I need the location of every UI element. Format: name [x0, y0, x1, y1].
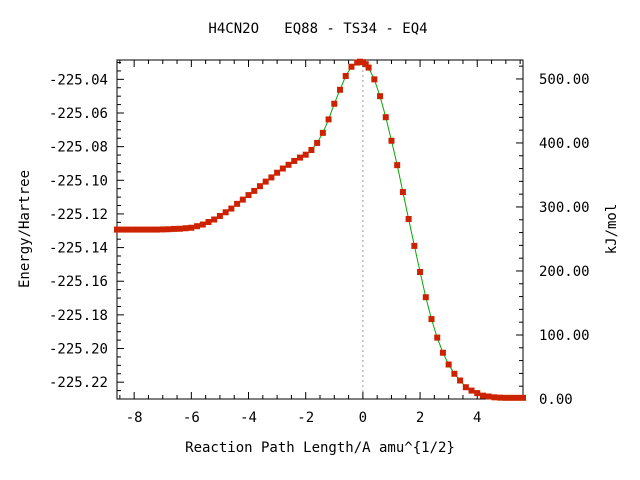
x-tick-label: -4 — [240, 410, 257, 426]
data-point — [211, 216, 218, 223]
data-point — [234, 200, 241, 207]
data-point — [474, 390, 481, 397]
chart-title: H4CN2O EQ88 - TS34 - EQ4 — [208, 21, 427, 37]
data-point — [131, 226, 138, 233]
data-point — [348, 63, 355, 70]
y2-tick-label: 0.00 — [539, 392, 573, 408]
y-tick-label: -225.20 — [49, 342, 108, 358]
data-point — [291, 157, 298, 164]
data-point — [274, 169, 281, 176]
data-point — [245, 192, 252, 199]
data-point — [362, 61, 369, 68]
data-point — [365, 64, 372, 71]
data-point — [256, 183, 263, 190]
data-point — [296, 154, 303, 161]
data-point — [228, 205, 235, 212]
data-point — [285, 161, 292, 168]
y2-tick-label: 300.00 — [539, 200, 590, 216]
data-point — [302, 151, 309, 158]
data-point — [222, 209, 229, 216]
y-tick-label: -225.12 — [49, 207, 108, 223]
data-point — [485, 393, 492, 400]
data-point — [497, 394, 504, 401]
data-point — [377, 93, 384, 100]
data-point — [508, 394, 515, 401]
x-tick-label: -2 — [297, 410, 314, 426]
data-point — [205, 219, 212, 226]
data-point — [382, 114, 389, 121]
data-point — [445, 361, 452, 368]
data-point — [119, 226, 126, 233]
data-point — [502, 394, 509, 401]
data-point — [439, 349, 446, 356]
y-tick-label: -225.22 — [49, 375, 108, 391]
data-point — [314, 139, 321, 146]
data-point — [331, 100, 338, 107]
data-point — [405, 215, 412, 222]
data-point — [479, 392, 486, 399]
data-point — [268, 174, 275, 181]
data-point — [319, 129, 326, 136]
data-point — [171, 225, 178, 232]
y-tick-label: -225.06 — [49, 106, 108, 122]
data-point — [154, 226, 161, 233]
y2-tick-label: 500.00 — [539, 72, 590, 88]
data-point — [422, 294, 429, 301]
data-point — [457, 377, 464, 384]
x-tick-label: 0 — [359, 410, 367, 426]
y2-tick-label: 200.00 — [539, 264, 590, 280]
data-point — [216, 212, 223, 219]
data-point — [394, 162, 401, 169]
data-point — [136, 226, 143, 233]
data-point — [125, 226, 132, 233]
data-point — [468, 387, 475, 394]
data-point — [165, 226, 172, 233]
data-point — [428, 316, 435, 323]
data-point — [188, 224, 195, 231]
data-point — [388, 137, 395, 144]
data-point — [342, 72, 349, 79]
data-point — [262, 178, 269, 185]
data-point — [399, 189, 406, 196]
data-point — [251, 187, 258, 194]
x-axis-label: Reaction Path Length/A amu^{1/2} — [185, 440, 455, 456]
data-point — [199, 221, 206, 228]
y-tick-label: -225.04 — [49, 72, 108, 88]
y2-tick-label: 100.00 — [539, 328, 590, 344]
data-point — [176, 225, 183, 232]
x-tick-label: 4 — [473, 410, 481, 426]
data-point — [194, 223, 201, 230]
y2-tick-label: 400.00 — [539, 136, 590, 152]
data-point — [434, 334, 441, 341]
data-point — [451, 370, 458, 377]
data-point — [417, 268, 424, 275]
data-point — [114, 226, 120, 233]
data-point — [371, 76, 378, 83]
y-tick-label: -225.16 — [49, 274, 108, 290]
data-point — [279, 165, 286, 172]
data-point — [182, 225, 189, 232]
data-point — [462, 384, 469, 391]
y-tick-label: -225.10 — [49, 173, 108, 189]
data-point — [337, 86, 344, 93]
data-point — [159, 226, 166, 233]
y-tick-label: -225.14 — [49, 241, 108, 257]
x-tick-label: 2 — [416, 410, 424, 426]
data-point — [142, 226, 149, 233]
y2-axis-label: kJ/mol — [604, 204, 620, 255]
data-point — [520, 394, 526, 401]
data-point — [491, 394, 498, 401]
y-tick-label: -225.08 — [49, 140, 108, 156]
data-point — [325, 116, 332, 123]
x-tick-label: -6 — [183, 410, 200, 426]
y-tick-label: -225.18 — [49, 308, 108, 324]
y-axis-label: Energy/Hartree — [17, 170, 33, 288]
data-point — [308, 147, 315, 154]
data-point — [411, 242, 418, 249]
x-tick-label: -8 — [126, 410, 143, 426]
data-point — [148, 226, 155, 233]
data-point — [239, 196, 246, 203]
data-point — [514, 394, 521, 401]
